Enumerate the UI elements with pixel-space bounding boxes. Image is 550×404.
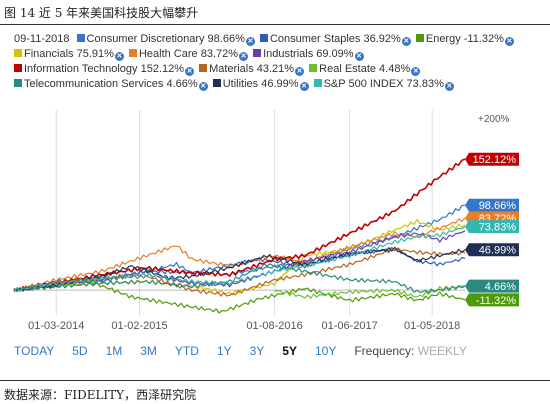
remove-series-icon[interactable]: ✕	[295, 67, 305, 76]
range-button-today[interactable]: TODAY	[14, 344, 55, 358]
legend-swatch	[128, 49, 137, 57]
range-button-5d[interactable]: 5D	[72, 344, 88, 358]
remove-series-icon[interactable]: ✕	[185, 67, 195, 76]
remove-series-icon[interactable]: ✕	[354, 52, 364, 61]
source-note: 数据来源：FIDELITY，西泽研究院	[4, 388, 197, 402]
end-value-label: -11.32%	[476, 295, 516, 307]
legend-item-9[interactable]: Telecommunication Services 4.66% ✕	[14, 77, 208, 92]
x-tick-label: 01-06-2017	[322, 320, 378, 332]
legend-date: 09-11-2018	[14, 33, 70, 45]
chart-legend: 09-11-2018 Consumer Discretionary 98.66%…	[14, 32, 544, 92]
range-selector: TODAY 5D 1M 3M YTD 1Y 3Y 5Y 10Y Frequency: WEEKLY	[14, 344, 467, 358]
legend-swatch	[259, 34, 268, 42]
legend-item-6[interactable]: Information Technology 152.12% ✕	[14, 62, 195, 77]
legend-swatch	[313, 79, 322, 87]
legend-label: Energy -11.32%	[425, 33, 504, 45]
range-button-3m[interactable]: 3M	[140, 344, 157, 358]
legend-label: Financials 75.91%	[24, 48, 114, 60]
legend-swatch	[212, 79, 221, 87]
end-value-tag	[465, 220, 519, 234]
x-tick-label: 01-08-2016	[246, 320, 302, 332]
end-value-label: 73.83%	[479, 222, 517, 234]
legend-item-5[interactable]: Industrials 69.09% ✕	[253, 47, 364, 62]
legend-item-0[interactable]: Consumer Discretionary 98.66% ✕	[76, 32, 255, 47]
remove-series-icon[interactable]: ✕	[401, 37, 411, 46]
legend-label: Health Care 83.72%	[138, 48, 239, 60]
legend-item-2[interactable]: Energy -11.32% ✕	[415, 32, 514, 47]
legend-swatch	[199, 64, 208, 72]
end-value-tag	[465, 198, 519, 212]
line-chart: 01-03-2014 01-02-2015 01-08-2016 01-06-2017…	[13, 110, 519, 332]
end-value-label: 46.99%	[479, 245, 517, 257]
legend-label: Consumer Discretionary 98.66%	[86, 33, 245, 45]
legend-label: S&P 500 INDEX 73.83%	[323, 78, 444, 90]
end-value-tag	[465, 293, 519, 307]
remove-series-icon[interactable]: ✕	[239, 52, 249, 61]
remove-series-icon[interactable]: ✕	[198, 82, 208, 91]
remove-series-icon[interactable]: ✕	[114, 52, 124, 61]
figure-title: 图 14 近 5 年来美国科技股大幅攀升	[4, 6, 199, 20]
end-value-label: 152.12%	[473, 154, 517, 166]
remove-series-icon[interactable]: ✕	[299, 82, 309, 91]
x-tick-label: 01-03-2014	[28, 320, 84, 332]
end-value-label: 4.66%	[485, 281, 516, 293]
legend-swatch	[14, 64, 22, 72]
remove-series-icon[interactable]: ✕	[444, 82, 454, 91]
legend-label: Utilities 46.99%	[222, 78, 299, 90]
legend-swatch	[415, 34, 424, 42]
legend-swatch	[309, 64, 318, 72]
legend-swatch	[14, 79, 22, 87]
legend-item-10[interactable]: Utilities 46.99% ✕	[212, 77, 309, 92]
legend-label: Telecommunication Services 4.66%	[24, 78, 198, 90]
x-tick-label: 01-05-2018	[404, 320, 460, 332]
range-button-10y[interactable]: 10Y	[314, 344, 337, 358]
legend-item-8[interactable]: Real Estate 4.48% ✕	[309, 62, 421, 77]
legend-item-3[interactable]: Financials 75.91% ✕	[14, 47, 124, 62]
series-line-9	[13, 263, 466, 294]
remove-series-icon[interactable]: ✕	[245, 37, 255, 46]
legend-label: Real Estate 4.48%	[319, 63, 411, 75]
remove-series-icon[interactable]: ✕	[411, 67, 421, 76]
range-button-1m[interactable]: 1M	[105, 344, 123, 358]
legend-swatch	[76, 34, 85, 42]
series-line-11	[13, 226, 466, 293]
end-value-label: 98.66%	[479, 200, 517, 212]
bottom-rule	[0, 380, 550, 381]
legend-label: Information Technology 152.12%	[24, 63, 185, 75]
end-value-tag	[465, 279, 519, 293]
frequency-value[interactable]: WEEKLY	[417, 344, 467, 358]
range-button-5y[interactable]: 5Y	[282, 344, 297, 358]
legend-swatch	[14, 49, 22, 57]
frequency-label: Frequency:	[354, 344, 415, 358]
legend-item-7[interactable]: Materials 43.21% ✕	[199, 62, 305, 77]
range-button-1y[interactable]: 1Y	[216, 344, 232, 358]
x-tick-label: 01-02-2015	[111, 320, 167, 332]
top-rule	[0, 24, 550, 25]
remove-series-icon[interactable]: ✕	[504, 37, 514, 46]
legend-item-4[interactable]: Health Care 83.72% ✕	[128, 47, 249, 62]
chart-panel: 09-11-2018 Consumer Discretionary 98.66%…	[0, 28, 550, 378]
legend-item-11[interactable]: S&P 500 INDEX 73.83% ✕	[313, 77, 454, 92]
legend-label: Industrials 69.09%	[263, 48, 354, 60]
range-button-3y[interactable]: 3Y	[249, 344, 265, 358]
series-line-3	[13, 218, 466, 296]
series-line-10	[13, 246, 466, 292]
legend-label: Materials 43.21%	[209, 63, 295, 75]
legend-label: Consumer Staples 36.92%	[269, 33, 401, 45]
y-tick-label: +200%	[478, 114, 510, 125]
legend-swatch	[253, 49, 262, 57]
end-value-tag	[465, 243, 519, 257]
series-line-6	[13, 158, 466, 292]
legend-item-1[interactable]: Consumer Staples 36.92% ✕	[259, 32, 411, 47]
range-button-ytd[interactable]: YTD	[174, 344, 199, 358]
end-value-tag	[465, 152, 519, 166]
series-line-2	[13, 276, 466, 314]
